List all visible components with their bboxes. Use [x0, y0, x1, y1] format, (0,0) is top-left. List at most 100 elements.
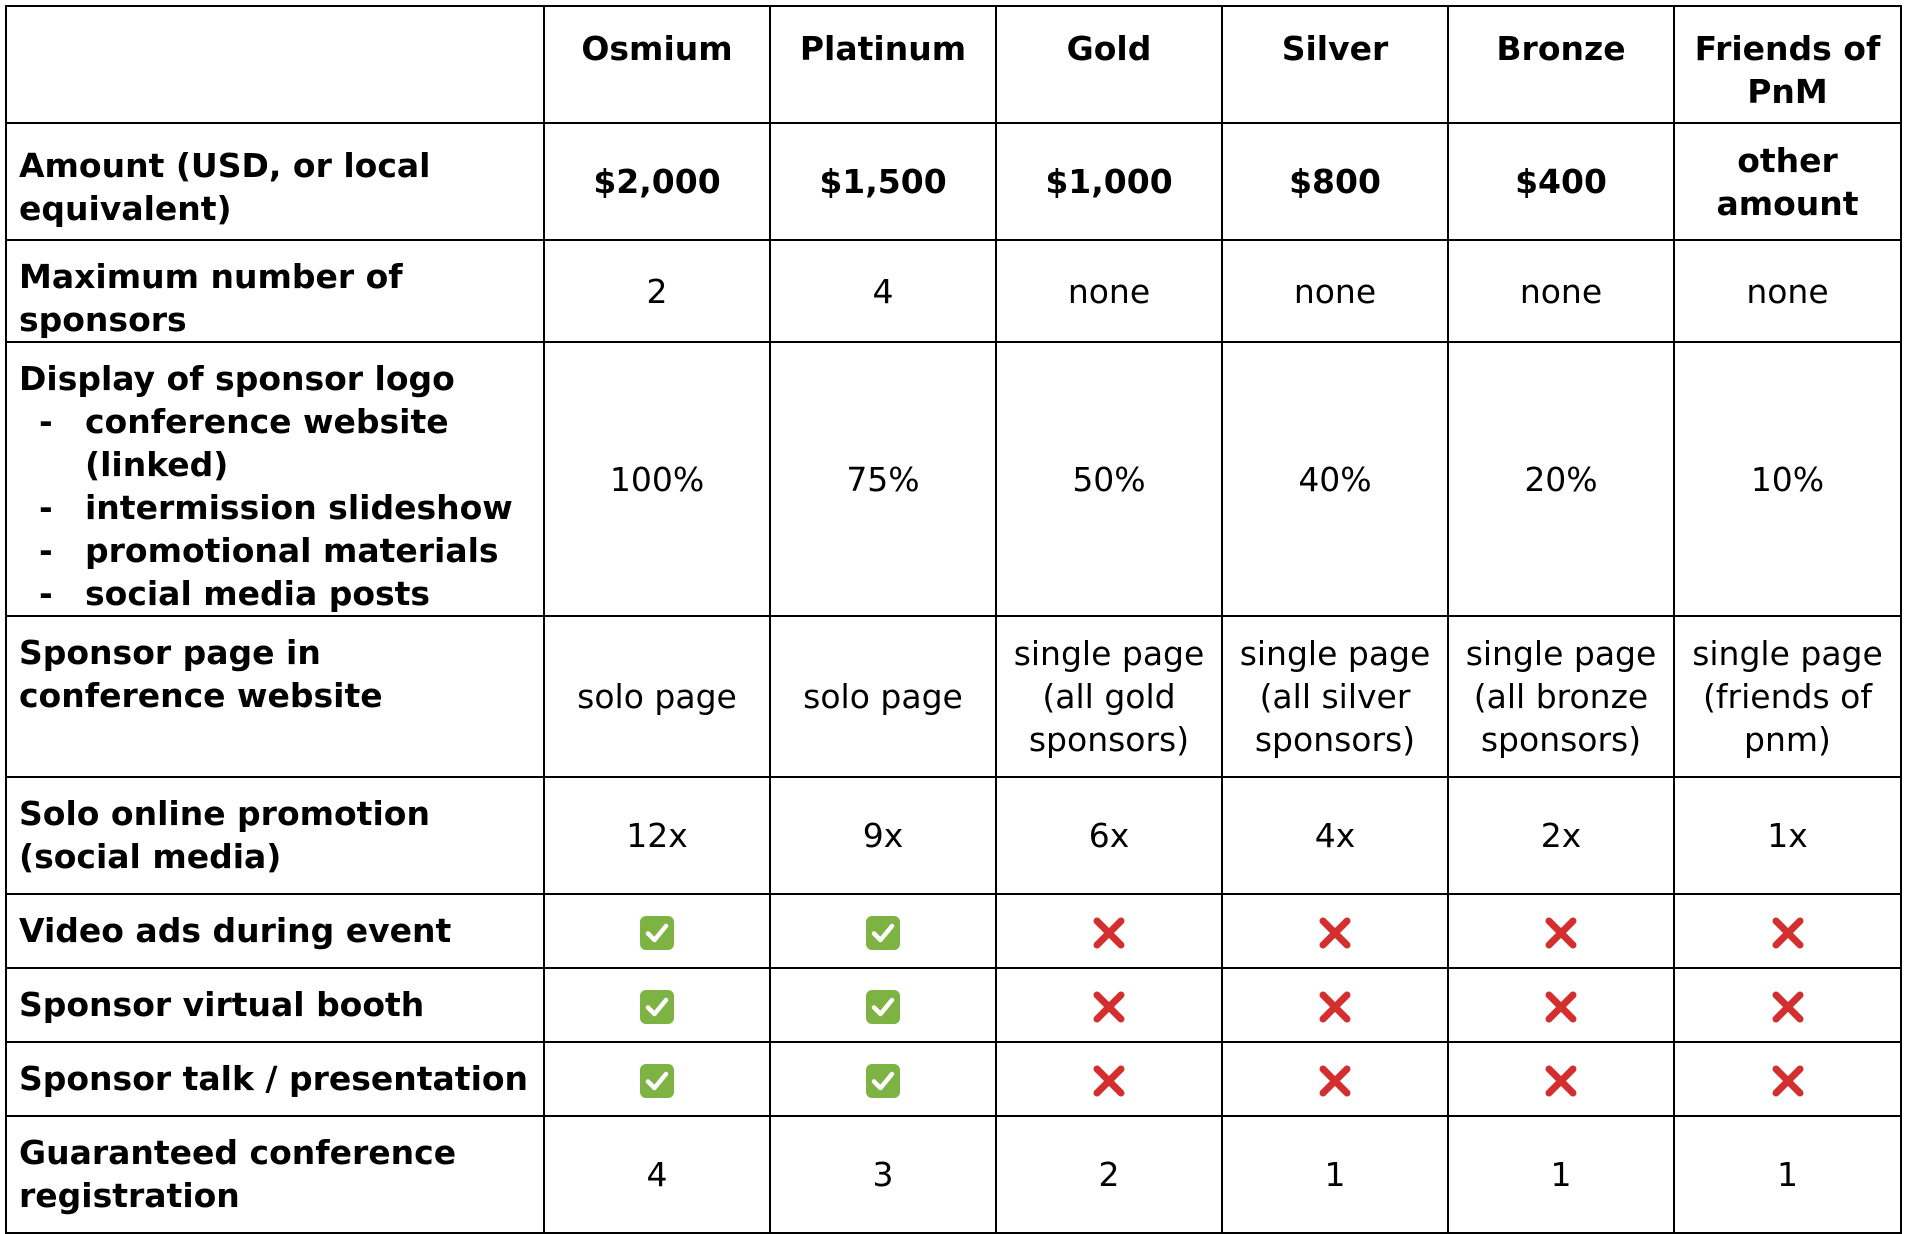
sponsor-page-value: single page (all gold sponsors) — [995, 615, 1223, 778]
list-item-label: intermission slideshow — [85, 488, 513, 527]
sponsorship-tier-table: Osmium Platinum Gold Silver Bronze Frien… — [5, 5, 1902, 1234]
row-label-virtual-booth: Sponsor virtual booth — [5, 967, 545, 1043]
cross-mark-icon — [1091, 1063, 1127, 1099]
sponsor-page-value: single page (friends of pnm) — [1673, 615, 1902, 778]
cross-mark-icon — [1543, 1063, 1579, 1099]
list-item-label: social media posts — [85, 574, 431, 613]
row-label-sponsor-page: Sponsor page in conference website — [5, 615, 545, 778]
cross-mark-icon — [1543, 915, 1579, 951]
amount-value: $1,500 — [769, 122, 997, 241]
sponsor-talk-value — [1447, 1041, 1675, 1117]
logo-display-list: - conference website (linked) - intermissi… — [19, 400, 531, 615]
video-ads-value — [1221, 893, 1449, 969]
solo-promotion-value: 9x — [769, 776, 997, 895]
amount-value: $1,000 — [995, 122, 1223, 241]
table-row-logo-display: Display of sponsor logo - conference webs… — [5, 341, 1902, 617]
header-corner-cell — [5, 5, 545, 124]
virtual-booth-value — [769, 967, 997, 1043]
tier-header-friends-of-pnm: Friends of PnM — [1673, 5, 1902, 124]
amount-value: other amount — [1673, 122, 1902, 241]
table-row-max-sponsors: Maximum number of sponsors 2 4 none none… — [5, 239, 1902, 343]
list-item: - intermission slideshow — [19, 486, 531, 529]
logo-display-value: 40% — [1221, 341, 1449, 617]
check-mark-icon — [639, 1063, 675, 1099]
table-row-virtual-booth: Sponsor virtual booth — [5, 967, 1902, 1043]
list-item: - conference website (linked) — [19, 400, 531, 486]
cross-mark-icon — [1770, 989, 1806, 1025]
check-mark-icon — [865, 915, 901, 951]
check-mark-icon — [639, 915, 675, 951]
video-ads-value — [1447, 893, 1675, 969]
max-sponsors-value: none — [1221, 239, 1449, 343]
video-ads-value — [543, 893, 771, 969]
table-row-registration: Guaranteed conference registration 4 3 2… — [5, 1115, 1902, 1234]
table-row-video-ads: Video ads during event — [5, 893, 1902, 969]
solo-promotion-value: 4x — [1221, 776, 1449, 895]
registration-value: 2 — [995, 1115, 1223, 1234]
bullet-dash: - — [39, 574, 53, 613]
amount-value: $2,000 — [543, 122, 771, 241]
cross-mark-icon — [1543, 989, 1579, 1025]
list-item: - promotional materials — [19, 529, 531, 572]
cross-mark-icon — [1317, 915, 1353, 951]
row-label-max-sponsors: Maximum number of sponsors — [5, 239, 545, 343]
list-item: - social media posts — [19, 572, 531, 615]
cross-mark-icon — [1770, 1063, 1806, 1099]
bullet-dash: - — [39, 402, 53, 441]
tier-header-platinum: Platinum — [769, 5, 997, 124]
cross-mark-icon — [1091, 989, 1127, 1025]
video-ads-value — [995, 893, 1223, 969]
row-label-registration: Guaranteed conference registration — [5, 1115, 545, 1234]
logo-display-value: 100% — [543, 341, 771, 617]
amount-value: $800 — [1221, 122, 1449, 241]
row-label-sponsor-talk: Sponsor talk / presentation — [5, 1041, 545, 1117]
virtual-booth-value — [1673, 967, 1902, 1043]
check-mark-icon — [639, 989, 675, 1025]
solo-promotion-value: 2x — [1447, 776, 1675, 895]
solo-promotion-value: 1x — [1673, 776, 1902, 895]
list-item-label: promotional materials — [85, 531, 499, 570]
registration-value: 4 — [543, 1115, 771, 1234]
max-sponsors-value: none — [995, 239, 1223, 343]
registration-value: 3 — [769, 1115, 997, 1234]
logo-display-value: 75% — [769, 341, 997, 617]
solo-promotion-value: 6x — [995, 776, 1223, 895]
video-ads-value — [1673, 893, 1902, 969]
solo-promotion-value: 12x — [543, 776, 771, 895]
sponsor-talk-value — [1221, 1041, 1449, 1117]
amount-value: $400 — [1447, 122, 1675, 241]
max-sponsors-value: 4 — [769, 239, 997, 343]
registration-value: 1 — [1447, 1115, 1675, 1234]
row-label-video-ads: Video ads during event — [5, 893, 545, 969]
sponsor-talk-value — [543, 1041, 771, 1117]
max-sponsors-value: none — [1673, 239, 1902, 343]
registration-value: 1 — [1221, 1115, 1449, 1234]
registration-value: 1 — [1673, 1115, 1902, 1234]
list-item-label: conference website (linked) — [85, 402, 449, 484]
max-sponsors-value: none — [1447, 239, 1675, 343]
logo-display-value: 50% — [995, 341, 1223, 617]
cross-mark-icon — [1770, 915, 1806, 951]
cross-mark-icon — [1317, 989, 1353, 1025]
check-mark-icon — [865, 989, 901, 1025]
cross-mark-icon — [1091, 915, 1127, 951]
sponsor-talk-value — [1673, 1041, 1902, 1117]
sponsor-page-value: single page (all bronze sponsors) — [1447, 615, 1675, 778]
sponsor-talk-value — [769, 1041, 997, 1117]
table-row-amount: Amount (USD, or local equivalent) $2,000… — [5, 122, 1902, 241]
table-row-sponsor-talk: Sponsor talk / presentation — [5, 1041, 1902, 1117]
tier-header-bronze: Bronze — [1447, 5, 1675, 124]
table-row-solo-promotion: Solo online promotion (social media) 12x… — [5, 776, 1902, 895]
row-label-logo-display: Display of sponsor logo - conference webs… — [5, 341, 545, 617]
logo-display-title: Display of sponsor logo — [19, 359, 455, 398]
video-ads-value — [769, 893, 997, 969]
bullet-dash: - — [39, 488, 53, 527]
sponsor-page-value: solo page — [769, 615, 997, 778]
logo-display-value: 20% — [1447, 341, 1675, 617]
virtual-booth-value — [995, 967, 1223, 1043]
bullet-dash: - — [39, 531, 53, 570]
check-mark-icon — [865, 1063, 901, 1099]
tier-header-gold: Gold — [995, 5, 1223, 124]
row-label-solo-promotion: Solo online promotion (social media) — [5, 776, 545, 895]
row-label-amount: Amount (USD, or local equivalent) — [5, 122, 545, 241]
